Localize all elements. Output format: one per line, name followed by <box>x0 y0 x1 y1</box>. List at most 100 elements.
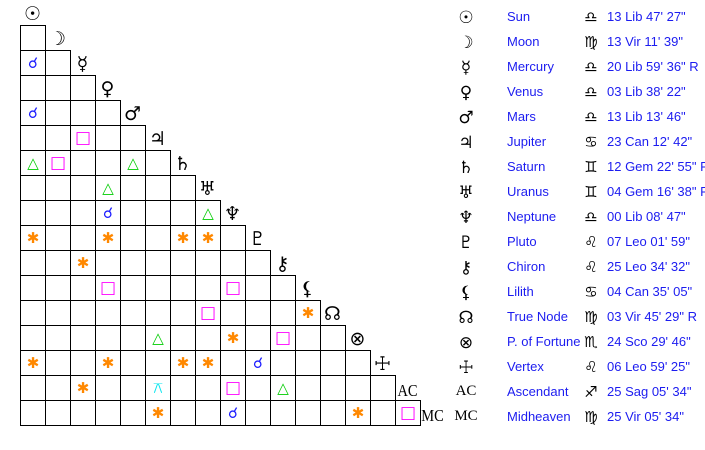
aspect-grid: ☉ ☽ ☿ ☌ ♀ ♂ ☌ ♃ □ ♄ △ □ △ ♅ △ ♆ ☌ △ ♇ ✱ ✱ ✱ ✱ ⚷ ✱ ⚸ □ □ ☊ □ ✱ ⊗ △ ✱ □ ☩ ✱ ✱ ✱ ✱… <box>20 3 444 426</box>
aspect-cell: △ <box>20 150 46 176</box>
aspect-cell: ☌ <box>245 350 271 376</box>
planet-name: Saturn <box>507 159 546 174</box>
aspect-cell <box>95 250 121 276</box>
aspect-cell: ☌ <box>95 200 121 226</box>
square-aspect-icon: □ <box>199 303 217 323</box>
aspect-cell: ☌ <box>220 400 246 426</box>
planet-name: Chiron <box>507 259 546 274</box>
aspect-cell <box>120 225 146 251</box>
square-aspect-icon: □ <box>399 403 417 423</box>
aspect-cell <box>20 375 46 401</box>
planet-row-moon: ☽ Moon ♍ 13 Vir 11' 39" <box>450 30 705 55</box>
aspect-cell <box>45 125 71 151</box>
aspect-cell <box>20 250 46 276</box>
square-aspect-icon: □ <box>274 328 292 348</box>
planet-row-mercury: ☿ Mercury ♎ 20 Lib 59' 36" R <box>450 55 705 80</box>
saturn-icon: ♄ <box>173 153 192 175</box>
aspect-cell <box>120 175 146 201</box>
virgo-icon: ♍ <box>584 308 598 326</box>
sextile-aspect-icon: ✱ <box>101 354 115 372</box>
gemini-icon: ♊ <box>584 158 598 176</box>
scorpio-icon: ♏ <box>584 333 598 351</box>
aspect-cell <box>220 300 246 326</box>
planet-name: Lilith <box>507 284 534 299</box>
planet-row-sun: ☉ Sun ♎ 13 Lib 47' 27" <box>450 5 705 30</box>
aspect-cell <box>20 200 46 226</box>
planet-name: P. of Fortune <box>507 334 581 349</box>
planet-name: Midheaven <box>507 409 571 424</box>
aspect-cell <box>95 400 121 426</box>
neptune-icon: ♆ <box>223 203 242 225</box>
jupiter-icon: ♃ <box>148 128 167 150</box>
aspect-cell <box>345 375 371 401</box>
planet-row-saturn: ♄ Saturn ♊ 12 Gem 22' 55" R <box>450 155 705 180</box>
mercury-icon: ☿ <box>76 53 89 75</box>
planet-row-chiron: ⚷ Chiron ♌ 25 Leo 34' 32" <box>450 255 705 280</box>
trine-aspect-icon: △ <box>152 329 164 347</box>
sextile-aspect-icon: ✱ <box>226 329 240 347</box>
aspect-cell <box>145 175 171 201</box>
aspect-cell <box>120 300 146 326</box>
aspect-cell <box>45 100 71 126</box>
aspect-cell <box>20 400 46 426</box>
aspect-cell <box>320 350 346 376</box>
aspect-cell: △ <box>195 200 221 226</box>
libra-icon: ♎ <box>584 8 598 26</box>
square-aspect-icon: □ <box>224 278 242 298</box>
sextile-aspect-icon: ✱ <box>351 404 365 422</box>
aspect-cell <box>120 125 146 151</box>
sextile-aspect-icon: ✱ <box>101 229 115 247</box>
aspect-cell: □ <box>270 325 296 351</box>
virgo-icon: ♍ <box>584 33 598 51</box>
planet-position: 25 Vir 05' 34" <box>607 409 684 424</box>
aspect-cell <box>95 375 121 401</box>
aspect-cell <box>170 175 196 201</box>
planet-row-ascendant: AC Ascendant ♐ 25 Sag 05' 34" <box>450 380 705 405</box>
aspect-cell: ✱ <box>70 250 96 276</box>
planet-name: True Node <box>507 309 568 324</box>
sun-icon: ☉ <box>23 3 42 25</box>
conjunction-aspect-icon: ☌ <box>102 204 114 222</box>
planet-row-p-of-fortune: ⊗ P. of Fortune ♏ 24 Sco 29' 46" <box>450 330 705 355</box>
aspect-cell: □ <box>95 275 121 301</box>
aspect-cell <box>295 325 321 351</box>
lilith-icon: ⚸ <box>300 278 315 300</box>
planet-position: 04 Gem 16' 38" R <box>607 184 705 199</box>
virgo-icon: ♍ <box>584 408 598 426</box>
aspect-cell: □ <box>220 275 246 301</box>
aspect-cell <box>70 150 96 176</box>
sextile-aspect-icon: ✱ <box>176 229 190 247</box>
trine-aspect-icon: △ <box>202 204 214 222</box>
aspect-cell <box>70 275 96 301</box>
planet-position: 13 Lib 47' 27" <box>607 9 686 24</box>
aspect-cell <box>195 325 221 351</box>
aspect-cell <box>195 400 221 426</box>
pluto-icon: ♇ <box>248 228 267 250</box>
aspect-cell <box>195 250 221 276</box>
aspect-cell <box>170 375 196 401</box>
aspect-cell <box>70 400 96 426</box>
aspect-cell <box>95 125 121 151</box>
aspect-cell <box>170 275 196 301</box>
aspect-cell <box>45 375 71 401</box>
aspect-cell <box>320 325 346 351</box>
planet-row-uranus: ♅ Uranus ♊ 04 Gem 16' 38" R <box>450 180 705 205</box>
aspect-cell <box>245 275 271 301</box>
aspect-cell: ✱ <box>345 400 371 426</box>
planet-name: Pluto <box>507 234 537 249</box>
sun-icon: ☉ <box>458 8 474 28</box>
sextile-aspect-icon: ✱ <box>201 354 215 372</box>
aspect-cell: □ <box>195 300 221 326</box>
aspect-cell <box>145 275 171 301</box>
planet-name: Vertex <box>507 359 544 374</box>
aspect-cell <box>45 175 71 201</box>
aspect-cell <box>145 200 171 226</box>
true-node-icon: ☊ <box>458 308 474 328</box>
aspect-cell <box>45 300 71 326</box>
aspect-cell <box>370 375 396 401</box>
aspect-cell <box>120 350 146 376</box>
aspect-cell <box>120 325 146 351</box>
aspect-cell: ✱ <box>70 375 96 401</box>
uranus-icon: ♅ <box>458 183 474 203</box>
planet-position: 03 Vir 45' 29" R <box>607 309 697 324</box>
